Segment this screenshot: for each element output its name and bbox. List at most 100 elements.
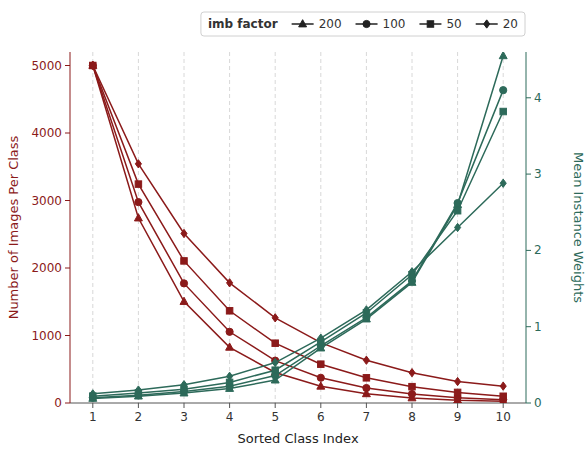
grid-line xyxy=(92,52,93,403)
x-axis-label: Sorted Class Index xyxy=(237,431,358,446)
x-tick-label: 8 xyxy=(408,410,416,424)
y2-tick-label: 0 xyxy=(534,396,542,410)
point xyxy=(318,334,324,342)
point xyxy=(363,384,370,391)
x-tick-label: 6 xyxy=(317,410,325,424)
line xyxy=(93,90,503,398)
point xyxy=(500,382,506,390)
line xyxy=(93,112,503,397)
y2-tick-label: 3 xyxy=(534,167,542,181)
x-tick-label: 4 xyxy=(226,410,234,424)
axes: 1234567891001000200030004000500001234 xyxy=(31,52,541,424)
legend-label: 200 xyxy=(319,17,342,31)
x-tick-label: 2 xyxy=(135,410,143,424)
point xyxy=(409,268,415,276)
point xyxy=(135,199,142,206)
x-tick xyxy=(138,403,139,408)
y2-tick-label: 1 xyxy=(534,320,542,334)
series xyxy=(89,62,507,403)
point xyxy=(134,214,142,221)
x-tick-label: 1 xyxy=(89,410,97,424)
y-tick-label: 4000 xyxy=(31,126,62,140)
grid-line xyxy=(275,52,276,403)
y-tick-label: 1000 xyxy=(31,329,62,343)
legend-marker xyxy=(299,20,307,27)
y2-tick-label: 2 xyxy=(534,243,542,257)
y-tick-label: 0 xyxy=(54,396,62,410)
x-tick-label: 7 xyxy=(363,410,371,424)
point xyxy=(226,343,234,350)
y-tick xyxy=(65,403,70,404)
y2-tick xyxy=(526,97,531,98)
y-tick xyxy=(65,268,70,269)
y2-axis-line xyxy=(526,52,527,403)
point xyxy=(500,108,506,114)
y-tick-label: 5000 xyxy=(31,59,62,73)
x-tick xyxy=(366,403,367,408)
line xyxy=(93,66,503,387)
point xyxy=(181,381,187,389)
point xyxy=(89,62,96,69)
point xyxy=(272,314,278,322)
point xyxy=(135,386,141,394)
y2-tick-label: 4 xyxy=(534,91,542,105)
line xyxy=(93,66,503,402)
point xyxy=(226,308,232,314)
x-tick xyxy=(457,403,458,408)
x-tick xyxy=(229,403,230,408)
chart: 1234567891001000200030004000500001234Sor… xyxy=(0,0,588,455)
point xyxy=(408,390,415,397)
series xyxy=(90,108,507,399)
plot-area xyxy=(89,52,507,403)
y-axis-label: Number of Images Per Class xyxy=(6,135,21,319)
legend-marker xyxy=(427,21,433,27)
legend-label: 20 xyxy=(503,17,518,31)
legend-frame xyxy=(201,12,525,36)
y-tick xyxy=(65,335,70,336)
point xyxy=(135,160,141,168)
point xyxy=(272,340,278,346)
point xyxy=(90,61,96,69)
point xyxy=(500,179,506,187)
y-tick-label: 3000 xyxy=(31,194,62,208)
point xyxy=(135,181,141,187)
legend-marker xyxy=(363,20,370,27)
x-tick-label: 9 xyxy=(454,410,462,424)
point xyxy=(90,390,96,398)
grid-line xyxy=(412,52,413,403)
grid-line xyxy=(366,52,367,403)
point xyxy=(226,328,233,335)
point xyxy=(409,369,415,377)
x-tick-label: 5 xyxy=(271,410,279,424)
y-tick xyxy=(65,200,70,201)
y2-tick xyxy=(526,403,531,404)
point xyxy=(500,393,506,399)
point xyxy=(317,374,324,381)
y-tick-label: 2000 xyxy=(31,261,62,275)
y-tick xyxy=(65,65,70,66)
x-tick xyxy=(320,403,321,408)
series xyxy=(90,62,507,399)
y-tick xyxy=(65,133,70,134)
point xyxy=(181,229,187,237)
legend: imb factor2001005020 xyxy=(201,12,525,36)
series xyxy=(90,179,507,398)
point xyxy=(272,367,278,373)
series xyxy=(89,52,507,401)
point xyxy=(455,223,461,231)
point xyxy=(180,280,187,287)
legend-label: 100 xyxy=(383,17,406,31)
point xyxy=(409,383,415,389)
point xyxy=(408,278,416,285)
grid xyxy=(93,52,503,403)
point xyxy=(227,279,233,287)
point xyxy=(363,375,369,381)
point xyxy=(454,389,460,395)
point xyxy=(499,52,507,59)
x-tick xyxy=(184,403,185,408)
point xyxy=(227,372,233,380)
line xyxy=(93,56,503,399)
grid-line xyxy=(184,52,185,403)
point xyxy=(363,356,369,364)
x-tick xyxy=(92,403,93,408)
